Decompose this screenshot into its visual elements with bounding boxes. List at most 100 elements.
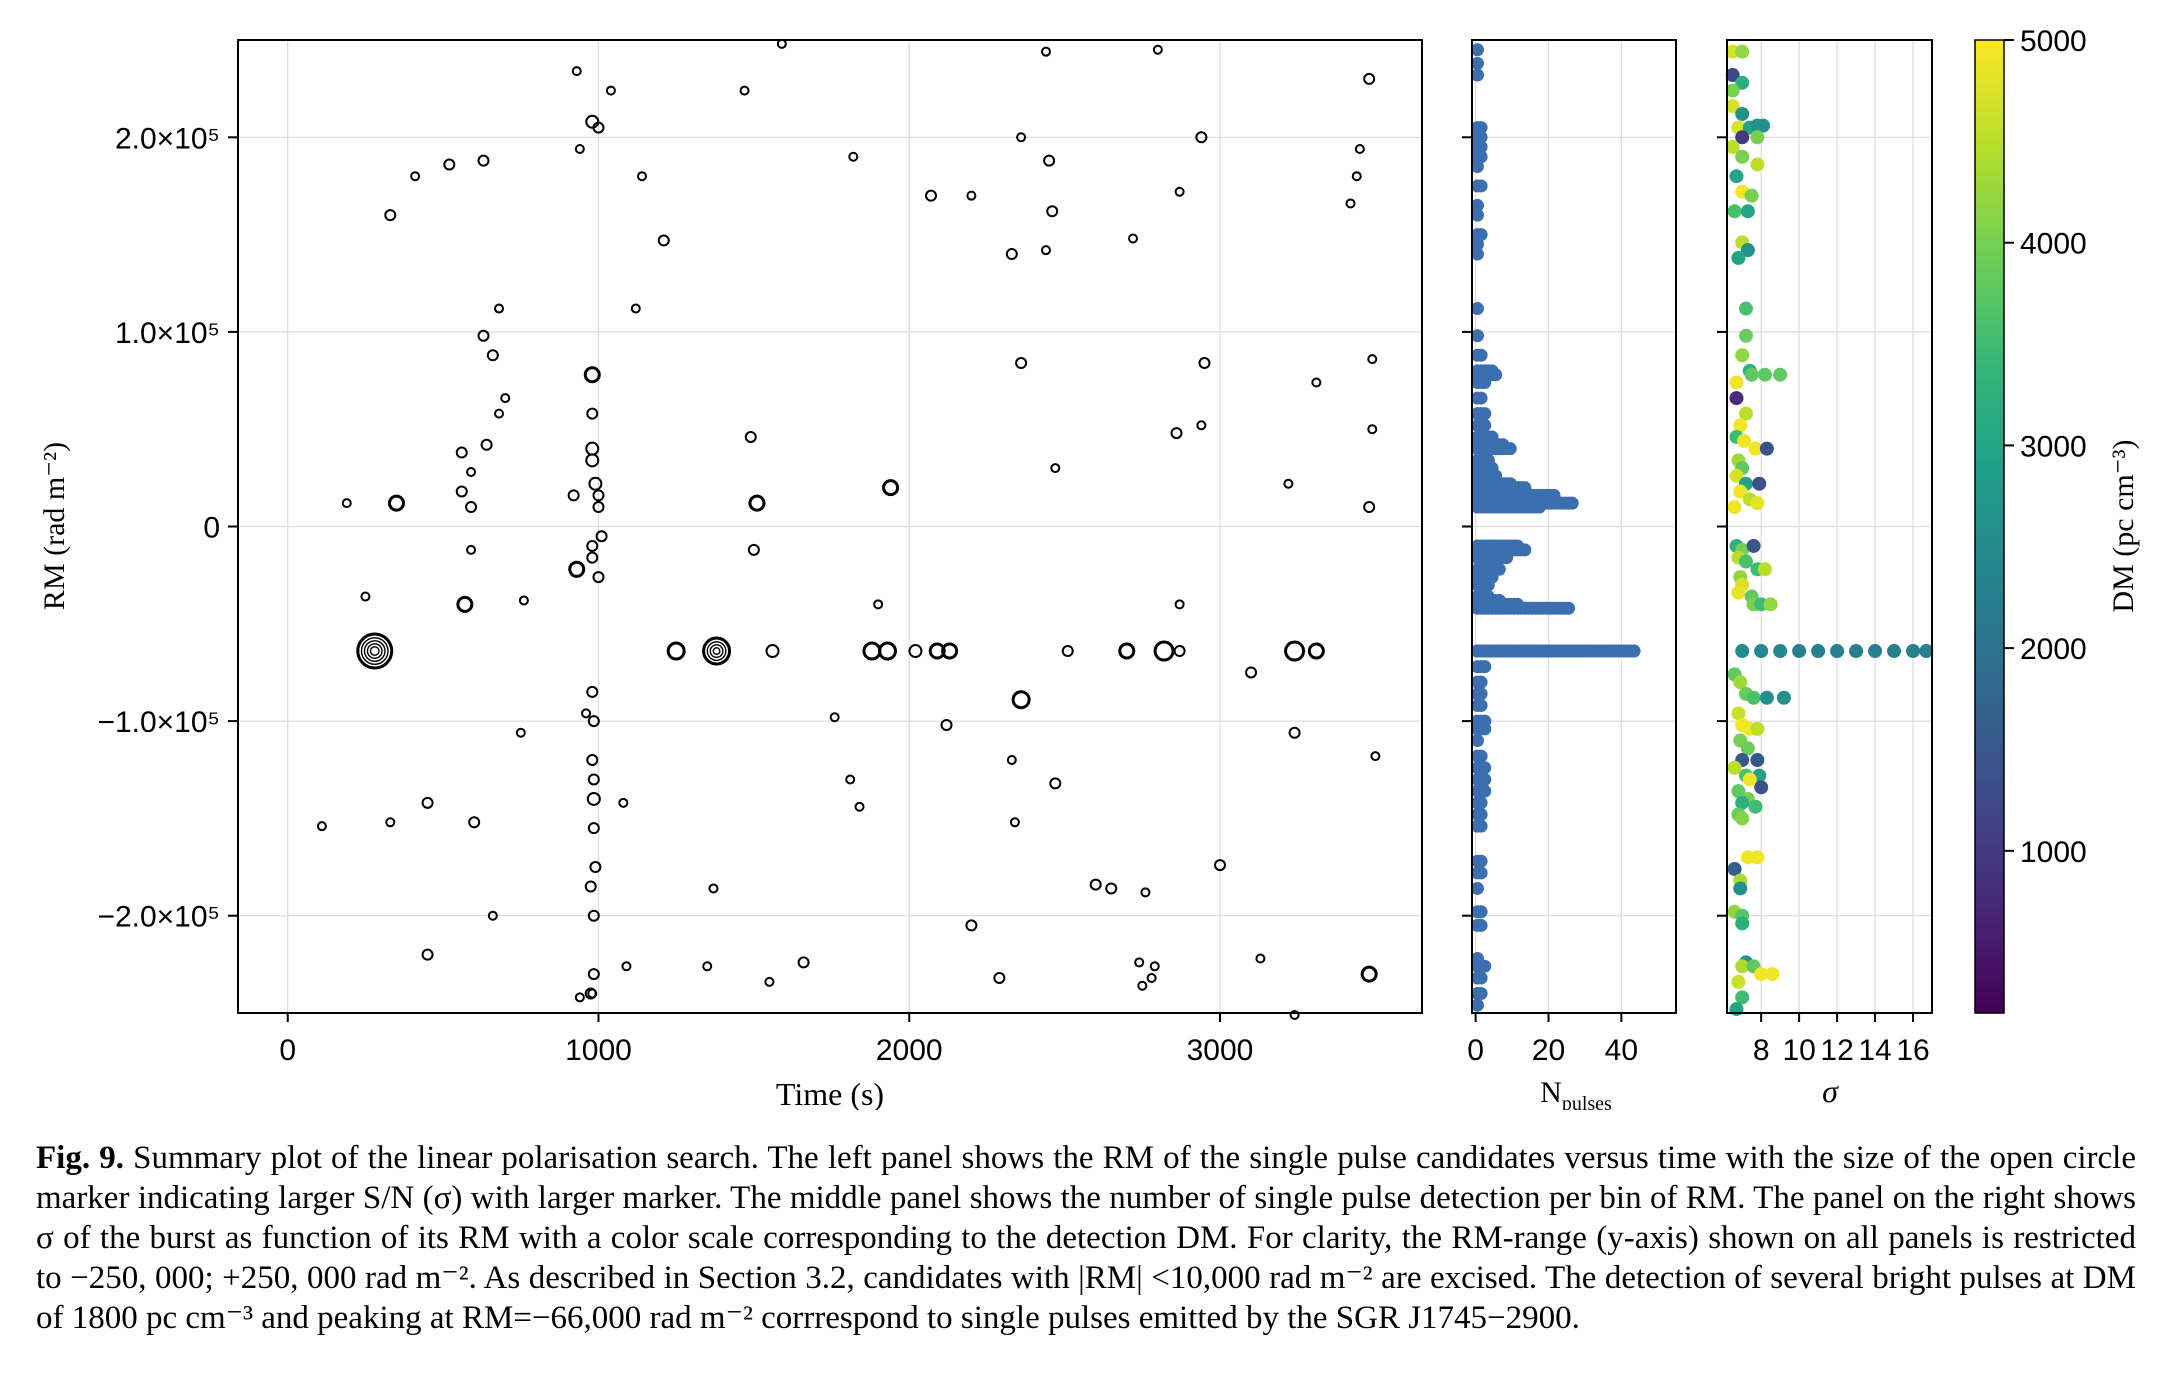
- rm-candidate-point: [592, 121, 605, 134]
- npulses-point: [1470, 159, 1484, 173]
- rm-candidate-point: [1255, 953, 1266, 964]
- rm-candidate-point: [480, 438, 493, 451]
- y-tick-label: −2.0×10⁵: [97, 901, 220, 934]
- sigma-point: [1729, 375, 1744, 390]
- rm-candidate-point: [587, 968, 600, 981]
- rm-candidate-point: [993, 971, 1006, 984]
- figure: 0 1000 2000 3000 −2.0×10⁵ −1.0×10⁵ 0 1.0×10⁵ 2.…: [38, 25, 2140, 1110]
- colorbar-gradient: [1974, 39, 2005, 1014]
- x-tick-label: 14: [1858, 1034, 1891, 1067]
- rm-candidate-point: [360, 591, 371, 602]
- rm-candidate-point-ring: [369, 646, 380, 656]
- rm-candidate-point: [384, 209, 397, 222]
- rm-candidate-point: [586, 539, 599, 552]
- rm-candidate-point: [908, 644, 923, 659]
- sigma-point: [1729, 169, 1744, 184]
- npulses-point: [1478, 375, 1492, 389]
- rm-candidate-point: [1311, 377, 1322, 388]
- rm-candidate-point: [487, 910, 498, 921]
- npulses-point: [1470, 208, 1484, 222]
- rm-candidate-point: [924, 189, 937, 202]
- rm-candidate-point: [586, 685, 599, 698]
- sigma-point: [1754, 644, 1769, 659]
- panel-left: 0 1000 2000 3000 −2.0×10⁵ −1.0×10⁵ 0 1.0×10⁵ 2.…: [38, 38, 1423, 1110]
- rm-candidate-point: [1196, 420, 1207, 431]
- rm-candidate-point: [586, 791, 601, 806]
- rm-candidate-point: [940, 718, 953, 731]
- rm-candidate-point: [877, 641, 897, 661]
- right-points: [1725, 44, 1934, 1017]
- sigma-point: [1735, 644, 1750, 659]
- sigma-point: [1735, 348, 1750, 363]
- rm-candidate-point: [1195, 131, 1208, 144]
- sigma-point: [1735, 149, 1750, 164]
- npulses-point: [1474, 179, 1488, 193]
- rm-candidate-point: [1009, 817, 1020, 828]
- panel-right: 8 10 12 14 16 σ: [1717, 39, 1934, 1109]
- x-tick-label: 3000: [1187, 1034, 1254, 1067]
- rm-candidate-point: [574, 143, 585, 154]
- rm-candidate-point: [618, 797, 629, 808]
- rm-candidate-point-ring: [703, 638, 730, 664]
- sigma-point: [1735, 44, 1750, 59]
- sigma-point: [1725, 83, 1740, 98]
- npulses-point: [1470, 881, 1484, 895]
- rm-candidate-point: [592, 571, 605, 584]
- rm-candidate-point-ring: [363, 640, 386, 662]
- npulses-point: [1474, 819, 1488, 833]
- rm-candidate-point: [568, 560, 586, 578]
- npulses-point: [1532, 500, 1546, 514]
- sigma-point: [1750, 157, 1765, 172]
- right-xlabel: σ: [1822, 1073, 1839, 1109]
- rm-candidate-point: [1370, 751, 1381, 762]
- rm-candidate-point: [494, 408, 505, 419]
- middle-yticks: [1462, 136, 1472, 917]
- sigma-point: [1727, 204, 1742, 219]
- rm-candidate-point: [586, 407, 599, 420]
- sigma-point: [1754, 780, 1769, 795]
- rm-candidate-point: [797, 956, 810, 969]
- sigma-point: [1725, 140, 1740, 155]
- sigma-point: [1731, 706, 1746, 721]
- sigma-point: [1738, 328, 1753, 343]
- rm-candidate-point: [588, 476, 603, 491]
- rm-candidate-point: [1245, 666, 1258, 679]
- rm-candidate-point: [477, 154, 490, 167]
- sigma-point: [1759, 441, 1774, 456]
- sigma-point: [1731, 974, 1746, 989]
- middle-points: [1470, 43, 1641, 1012]
- figure-caption: Fig. 9. Summary plot of the linear polar…: [36, 1138, 2136, 1338]
- rm-candidate-point: [1006, 755, 1017, 766]
- rm-candidate-point: [1198, 357, 1211, 370]
- npulses-point: [1478, 772, 1492, 786]
- npulses-point: [1478, 959, 1492, 973]
- left-ylabel: RM (rad m⁻²): [38, 442, 71, 610]
- sigma-point: [1738, 406, 1753, 421]
- rm-candidate-point: [1360, 965, 1378, 983]
- rm-candidate-point: [708, 883, 719, 894]
- rm-candidate-point: [587, 773, 600, 786]
- left-yticks: −2.0×10⁵ −1.0×10⁵ 0 1.0×10⁵ 2.0×10⁵: [97, 122, 238, 934]
- sigma-point: [1735, 959, 1750, 974]
- sigma-point: [1748, 441, 1763, 456]
- left-xlabel: Time (s): [776, 1076, 884, 1110]
- sigma-point: [1733, 675, 1748, 690]
- sigma-point: [1887, 644, 1902, 659]
- rm-candidate-point: [1015, 357, 1028, 370]
- rm-candidate-point: [1140, 887, 1151, 898]
- sigma-point: [1757, 562, 1772, 577]
- x-tick-label: 8: [1753, 1034, 1770, 1067]
- rm-candidate-point: [1127, 233, 1138, 244]
- rm-candidate-point: [587, 988, 598, 999]
- rm-candidate-point: [595, 530, 608, 543]
- npulses-point: [1470, 56, 1484, 70]
- rm-candidate-point: [1043, 154, 1056, 167]
- rm-candidate-point: [494, 303, 505, 314]
- rm-candidate-point: [1307, 642, 1325, 660]
- rm-candidate-point: [385, 817, 396, 828]
- npulses-point: [1478, 418, 1492, 432]
- rm-candidate-point: [748, 494, 766, 512]
- sigma-point: [1737, 433, 1752, 448]
- sigma-point: [1725, 68, 1740, 83]
- rm-candidate-point: [941, 642, 959, 660]
